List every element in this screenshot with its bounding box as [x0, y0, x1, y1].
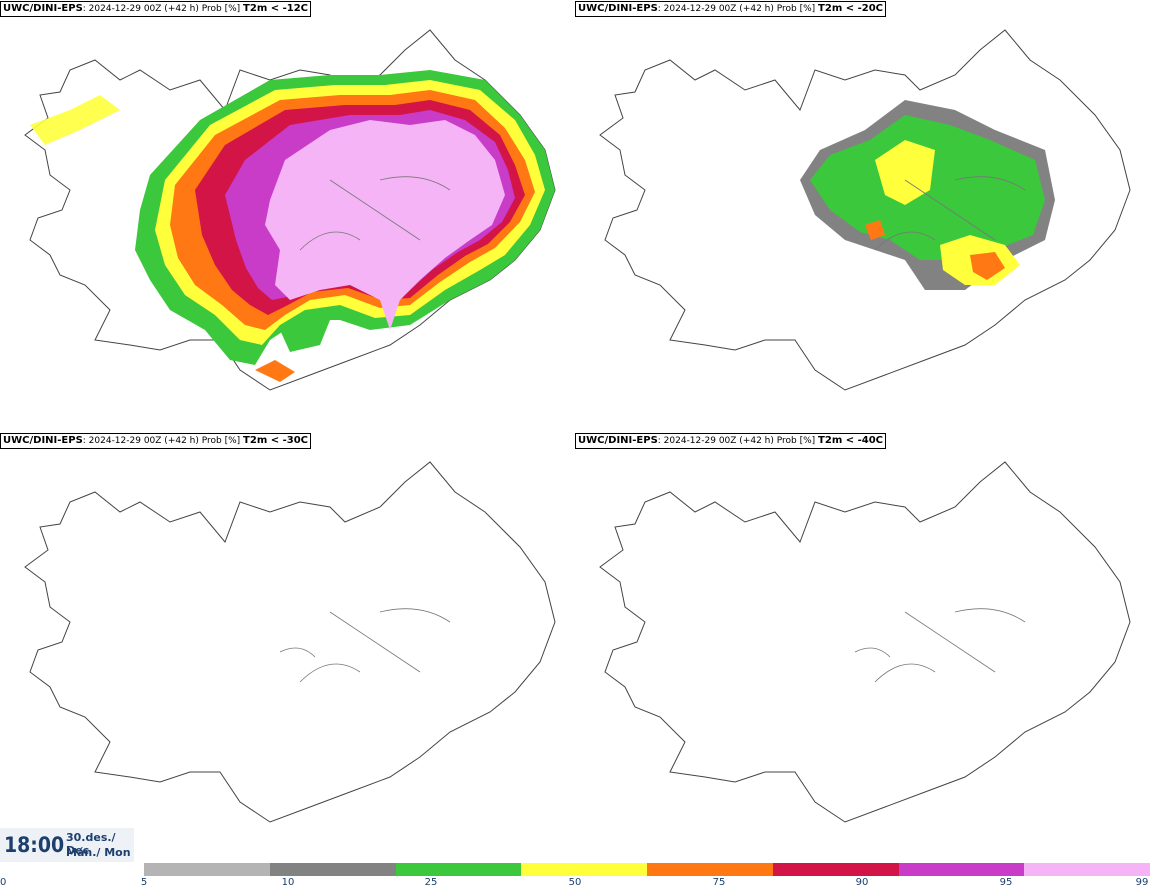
panel-title: UWC/DINI-EPS: 2024-12-29 00Z (+42 h) Pro…: [575, 433, 886, 449]
legend-tick-label: 75: [712, 877, 726, 888]
legend-tick-label: 0: [0, 877, 7, 888]
iceland-map-minus12: [24, 29, 556, 391]
iceland-map-minus40: [599, 461, 1131, 823]
prob-50-75-north: [875, 140, 935, 205]
prob-patch-westfjords: [30, 95, 120, 145]
glacier-outlines: [874, 176, 1026, 251]
legend-swatch: [521, 863, 647, 876]
legend-tick-label: 99: [1135, 877, 1149, 888]
map-panel-minus20: UWC/DINI-EPS: 2024-12-29 00Z (+42 h) Pro…: [575, 0, 1150, 430]
panel-title: UWC/DINI-EPS: 2024-12-29 00Z (+42 h) Pro…: [575, 1, 886, 17]
map-panel-minus40: UWC/DINI-EPS: 2024-12-29 00Z (+42 h) Pro…: [575, 432, 1150, 862]
legend-swatch: [772, 863, 899, 876]
valid-time-box: 18:00 30.des./ Dec Mán./ Mon: [0, 828, 134, 862]
probability-legend: [144, 863, 1150, 876]
glacier-outlines: [299, 176, 451, 251]
legend-tick-label: 95: [999, 877, 1013, 888]
iceland-map-minus20: [599, 29, 1131, 391]
glacier-outlines: [279, 608, 451, 683]
valid-date: 30.des./ Dec: [66, 831, 116, 857]
glacier-outlines: [854, 608, 1026, 683]
panel-title: UWC/DINI-EPS: 2024-12-29 00Z (+42 h) Pro…: [0, 433, 311, 449]
legend-swatch: [269, 863, 396, 876]
prob-patch-southwest: [255, 360, 295, 382]
legend-swatch: [395, 863, 522, 876]
legend-swatch: [898, 863, 1025, 876]
legend-tick-label: 5: [140, 877, 148, 888]
valid-day: Mán./ Mon: [66, 846, 131, 859]
valid-time: 18:00: [4, 833, 65, 857]
legend-swatch: [1024, 863, 1150, 876]
prob-patch-south: [280, 315, 330, 352]
legend-swatch: [647, 863, 773, 876]
legend-tick-label: 90: [855, 877, 869, 888]
legend-tick-label: 25: [424, 877, 438, 888]
map-panel-minus30: UWC/DINI-EPS: 2024-12-29 00Z (+42 h) Pro…: [0, 432, 575, 862]
coastline: [599, 461, 1131, 823]
legend-tick-label: 50: [568, 877, 582, 888]
legend-tick-label: 10: [281, 877, 295, 888]
prob-75-90-west: [865, 220, 885, 240]
iceland-map-minus30: [24, 461, 556, 823]
coastline: [24, 461, 556, 823]
legend-swatch: [144, 863, 270, 876]
map-panel-minus12: UWC/DINI-EPS: 2024-12-29 00Z (+42 h) Pro…: [0, 0, 575, 430]
prob-99-plus: [265, 120, 505, 330]
prob-75-90: [970, 252, 1005, 280]
panel-title: UWC/DINI-EPS: 2024-12-29 00Z (+42 h) Pro…: [0, 1, 311, 17]
